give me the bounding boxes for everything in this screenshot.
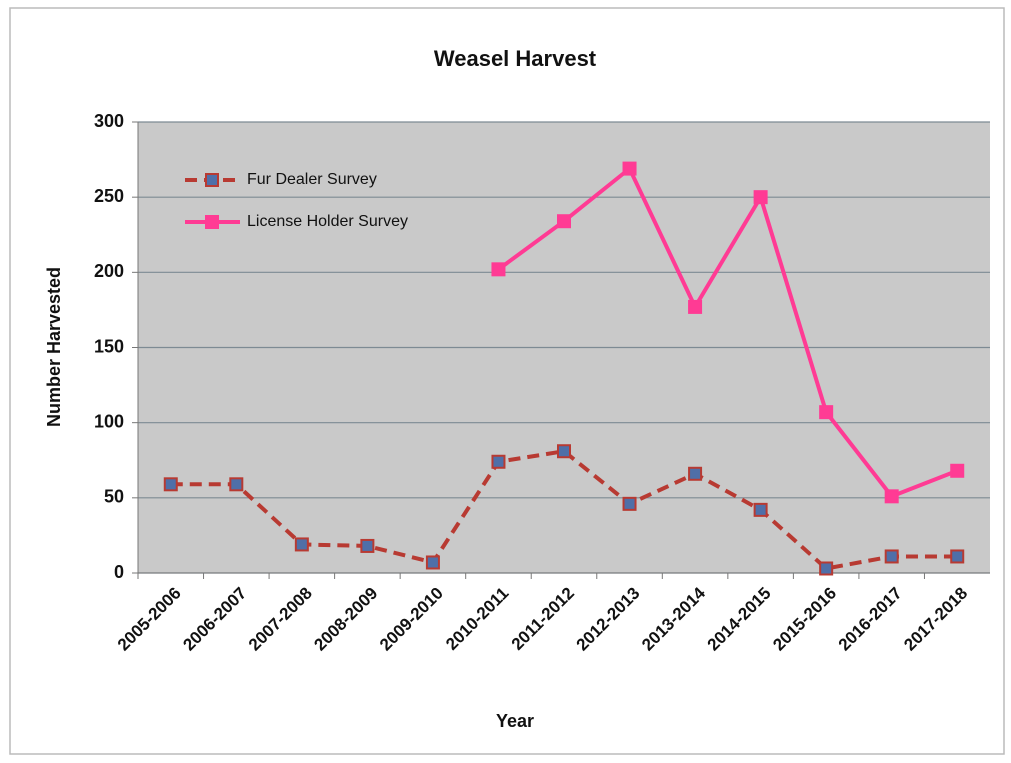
point-marker (229, 477, 244, 492)
point-marker (753, 190, 768, 205)
y-tick-label: 50 (104, 487, 124, 507)
point-marker (819, 561, 834, 576)
series-line (497, 165, 958, 499)
point-marker (688, 299, 703, 314)
point-marker (950, 549, 965, 564)
point-marker (884, 489, 899, 504)
y-tick-label: 250 (94, 186, 124, 206)
y-tick-label: 100 (94, 411, 124, 431)
point-marker (819, 405, 834, 420)
point-marker (163, 477, 178, 492)
point-marker (557, 214, 571, 229)
legend-label: License Holder Survey (247, 213, 408, 230)
y-tick-label: 0 (114, 562, 124, 582)
point-marker (950, 463, 965, 478)
point-marker (491, 454, 506, 469)
point-marker (491, 262, 506, 277)
y-tick-label: 200 (94, 261, 124, 281)
point-marker (884, 549, 899, 564)
point-marker (294, 537, 309, 552)
point-marker (688, 466, 703, 481)
y-tick-label: 150 (94, 336, 124, 356)
point-marker (753, 502, 768, 517)
point-marker (425, 555, 440, 570)
legend-marker (205, 215, 219, 229)
chart-title: Weasel Harvest (434, 46, 597, 71)
legend-label: Fur Dealer Survey (247, 171, 377, 188)
point-marker (557, 444, 571, 459)
point-marker (622, 496, 637, 511)
point-marker (360, 538, 375, 553)
y-axis-label: Number Harvested (44, 267, 64, 427)
y-tick-label: 300 (94, 111, 124, 131)
x-axis-label: Year (496, 711, 534, 731)
point-marker (622, 161, 637, 176)
legend-marker (205, 173, 219, 187)
